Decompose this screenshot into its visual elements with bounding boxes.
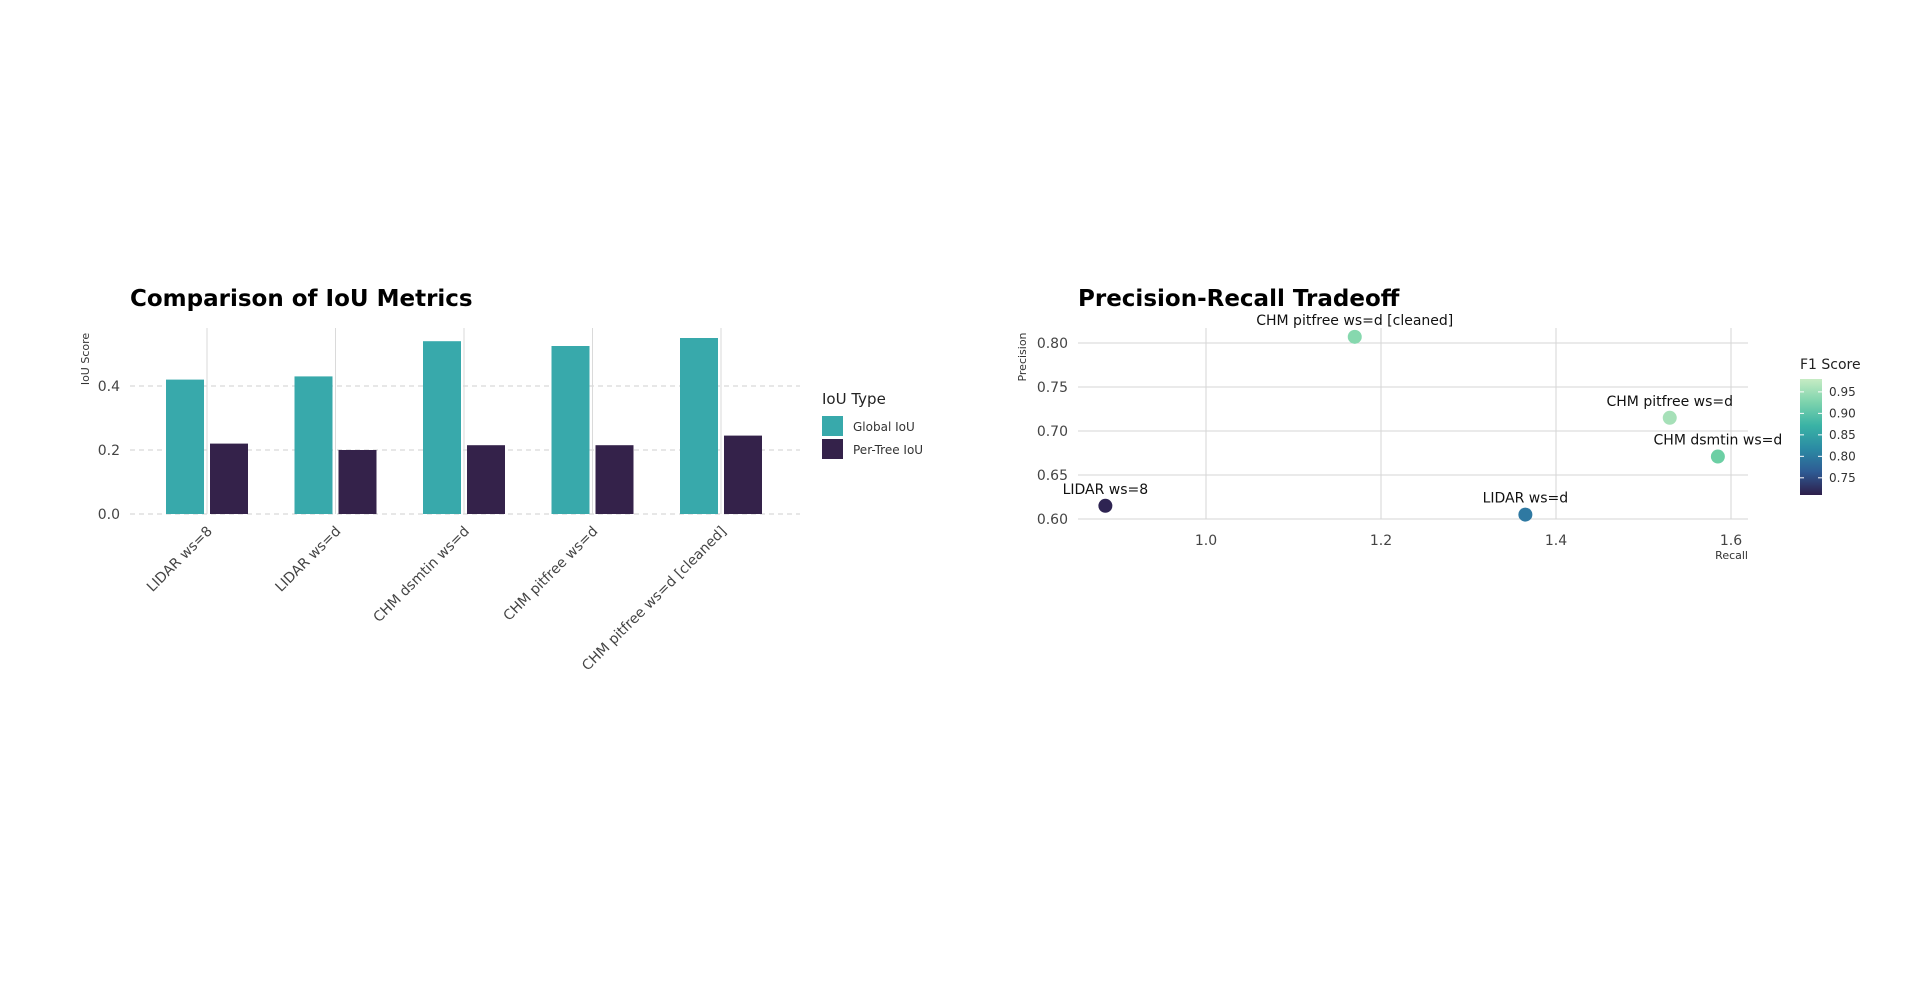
legend-label: Per-Tree IoU [853,443,923,457]
y-tick-label: 0.2 [98,443,120,459]
scatter-point [1098,498,1113,513]
colorbar-title: F1 Score [1800,357,1861,373]
y-tick-label: 0.65 [1037,468,1068,484]
point-label: LIDAR ws=d [1483,491,1569,507]
x-axis-label: Recall [1715,549,1748,562]
point-label: CHM dsmtin ws=d [1654,433,1783,449]
y-tick-label: 0.4 [98,379,120,395]
x-tick-label: 1.6 [1720,533,1742,549]
scatter-point [1710,449,1725,464]
bar-global-iou [166,379,204,514]
x-tick-label: 1.2 [1370,533,1392,549]
y-tick-label: 0.0 [98,507,120,523]
colorbar [1800,379,1822,495]
y-axis-label: Precision [1016,332,1029,381]
legend-title: IoU Type [822,390,886,408]
y-tick-label: 0.70 [1037,424,1068,440]
bar-per-tree-iou [724,435,762,514]
y-tick-label: 0.75 [1037,380,1068,396]
point-label: CHM pitfree ws=d [cleaned] [1256,313,1453,329]
bar-global-iou [294,376,333,514]
y-tick-label: 0.60 [1037,512,1068,528]
bar-per-tree-iou [338,450,377,514]
bar-global-iou [551,346,590,514]
point-label: LIDAR ws=8 [1063,482,1149,498]
colorbar-tick-label: 0.85 [1829,428,1856,442]
scatter-point [1662,410,1677,425]
legend-label: Global IoU [853,420,915,434]
point-label: CHM pitfree ws=d [1606,394,1733,410]
x-tick-label: 1.4 [1545,533,1567,549]
colorbar-tick-label: 0.95 [1829,385,1856,399]
bar-global-iou [423,341,461,514]
y-axis-label: IoU Score [79,333,92,386]
bar-per-tree-iou [467,445,505,514]
colorbar-tick-label: 0.90 [1829,406,1856,420]
bar-per-tree-iou [210,443,248,514]
colorbar-tick-label: 0.80 [1829,449,1856,463]
x-tick-label: 1.0 [1195,533,1217,549]
legend-swatch [822,416,843,436]
colorbar-tick-label: 0.75 [1829,471,1856,485]
bar-global-iou [680,338,718,514]
bar-chart-title: Comparison of IoU Metrics [130,286,473,312]
bar-per-tree-iou [595,445,634,514]
legend-swatch [822,439,843,459]
scatter-point [1347,329,1362,344]
scatter-point [1518,507,1533,522]
scatter-chart-title: Precision-Recall Tradeoff [1078,286,1400,312]
y-tick-label: 0.80 [1037,336,1068,352]
